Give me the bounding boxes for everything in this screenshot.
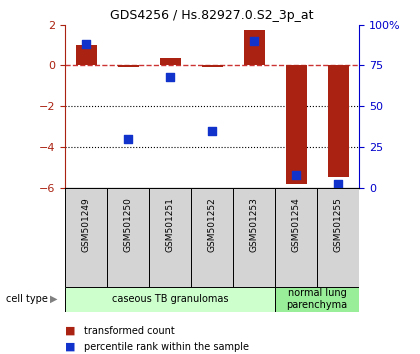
Text: ■: ■ [65, 342, 76, 352]
Text: transformed count: transformed count [84, 326, 175, 336]
Bar [107, 188, 149, 287]
Text: ■: ■ [65, 326, 76, 336]
Bar [76, 45, 97, 65]
Bar [191, 188, 233, 287]
Bar [149, 188, 191, 287]
Text: GSM501250: GSM501250 [123, 198, 133, 252]
Bar [65, 287, 275, 312]
Bar [118, 65, 139, 67]
Bar [328, 65, 349, 177]
Text: ▶: ▶ [50, 294, 58, 304]
Bar [233, 188, 275, 287]
Text: GSM501251: GSM501251 [165, 198, 175, 252]
Bar [160, 58, 181, 65]
Text: caseous TB granulomas: caseous TB granulomas [112, 294, 228, 304]
Point [251, 38, 257, 44]
Point [167, 74, 173, 80]
Bar [317, 188, 359, 287]
Text: percentile rank within the sample: percentile rank within the sample [84, 342, 249, 352]
Point [83, 41, 89, 47]
Text: GSM501254: GSM501254 [291, 198, 301, 252]
Point [293, 172, 299, 177]
Text: GSM501253: GSM501253 [249, 198, 259, 252]
Point [125, 136, 131, 142]
Text: normal lung
parenchyma: normal lung parenchyma [286, 288, 348, 310]
Point [335, 182, 341, 187]
Text: GSM501255: GSM501255 [333, 198, 343, 252]
Text: GSM501252: GSM501252 [207, 198, 217, 252]
Text: cell type: cell type [6, 294, 48, 304]
Title: GDS4256 / Hs.82927.0.S2_3p_at: GDS4256 / Hs.82927.0.S2_3p_at [110, 9, 314, 22]
Bar [275, 287, 359, 312]
Bar [275, 188, 317, 287]
Bar [65, 188, 107, 287]
Text: GSM501249: GSM501249 [81, 198, 91, 252]
Bar [244, 30, 265, 65]
Point [209, 128, 215, 133]
Bar [286, 65, 307, 183]
Bar [202, 65, 223, 67]
